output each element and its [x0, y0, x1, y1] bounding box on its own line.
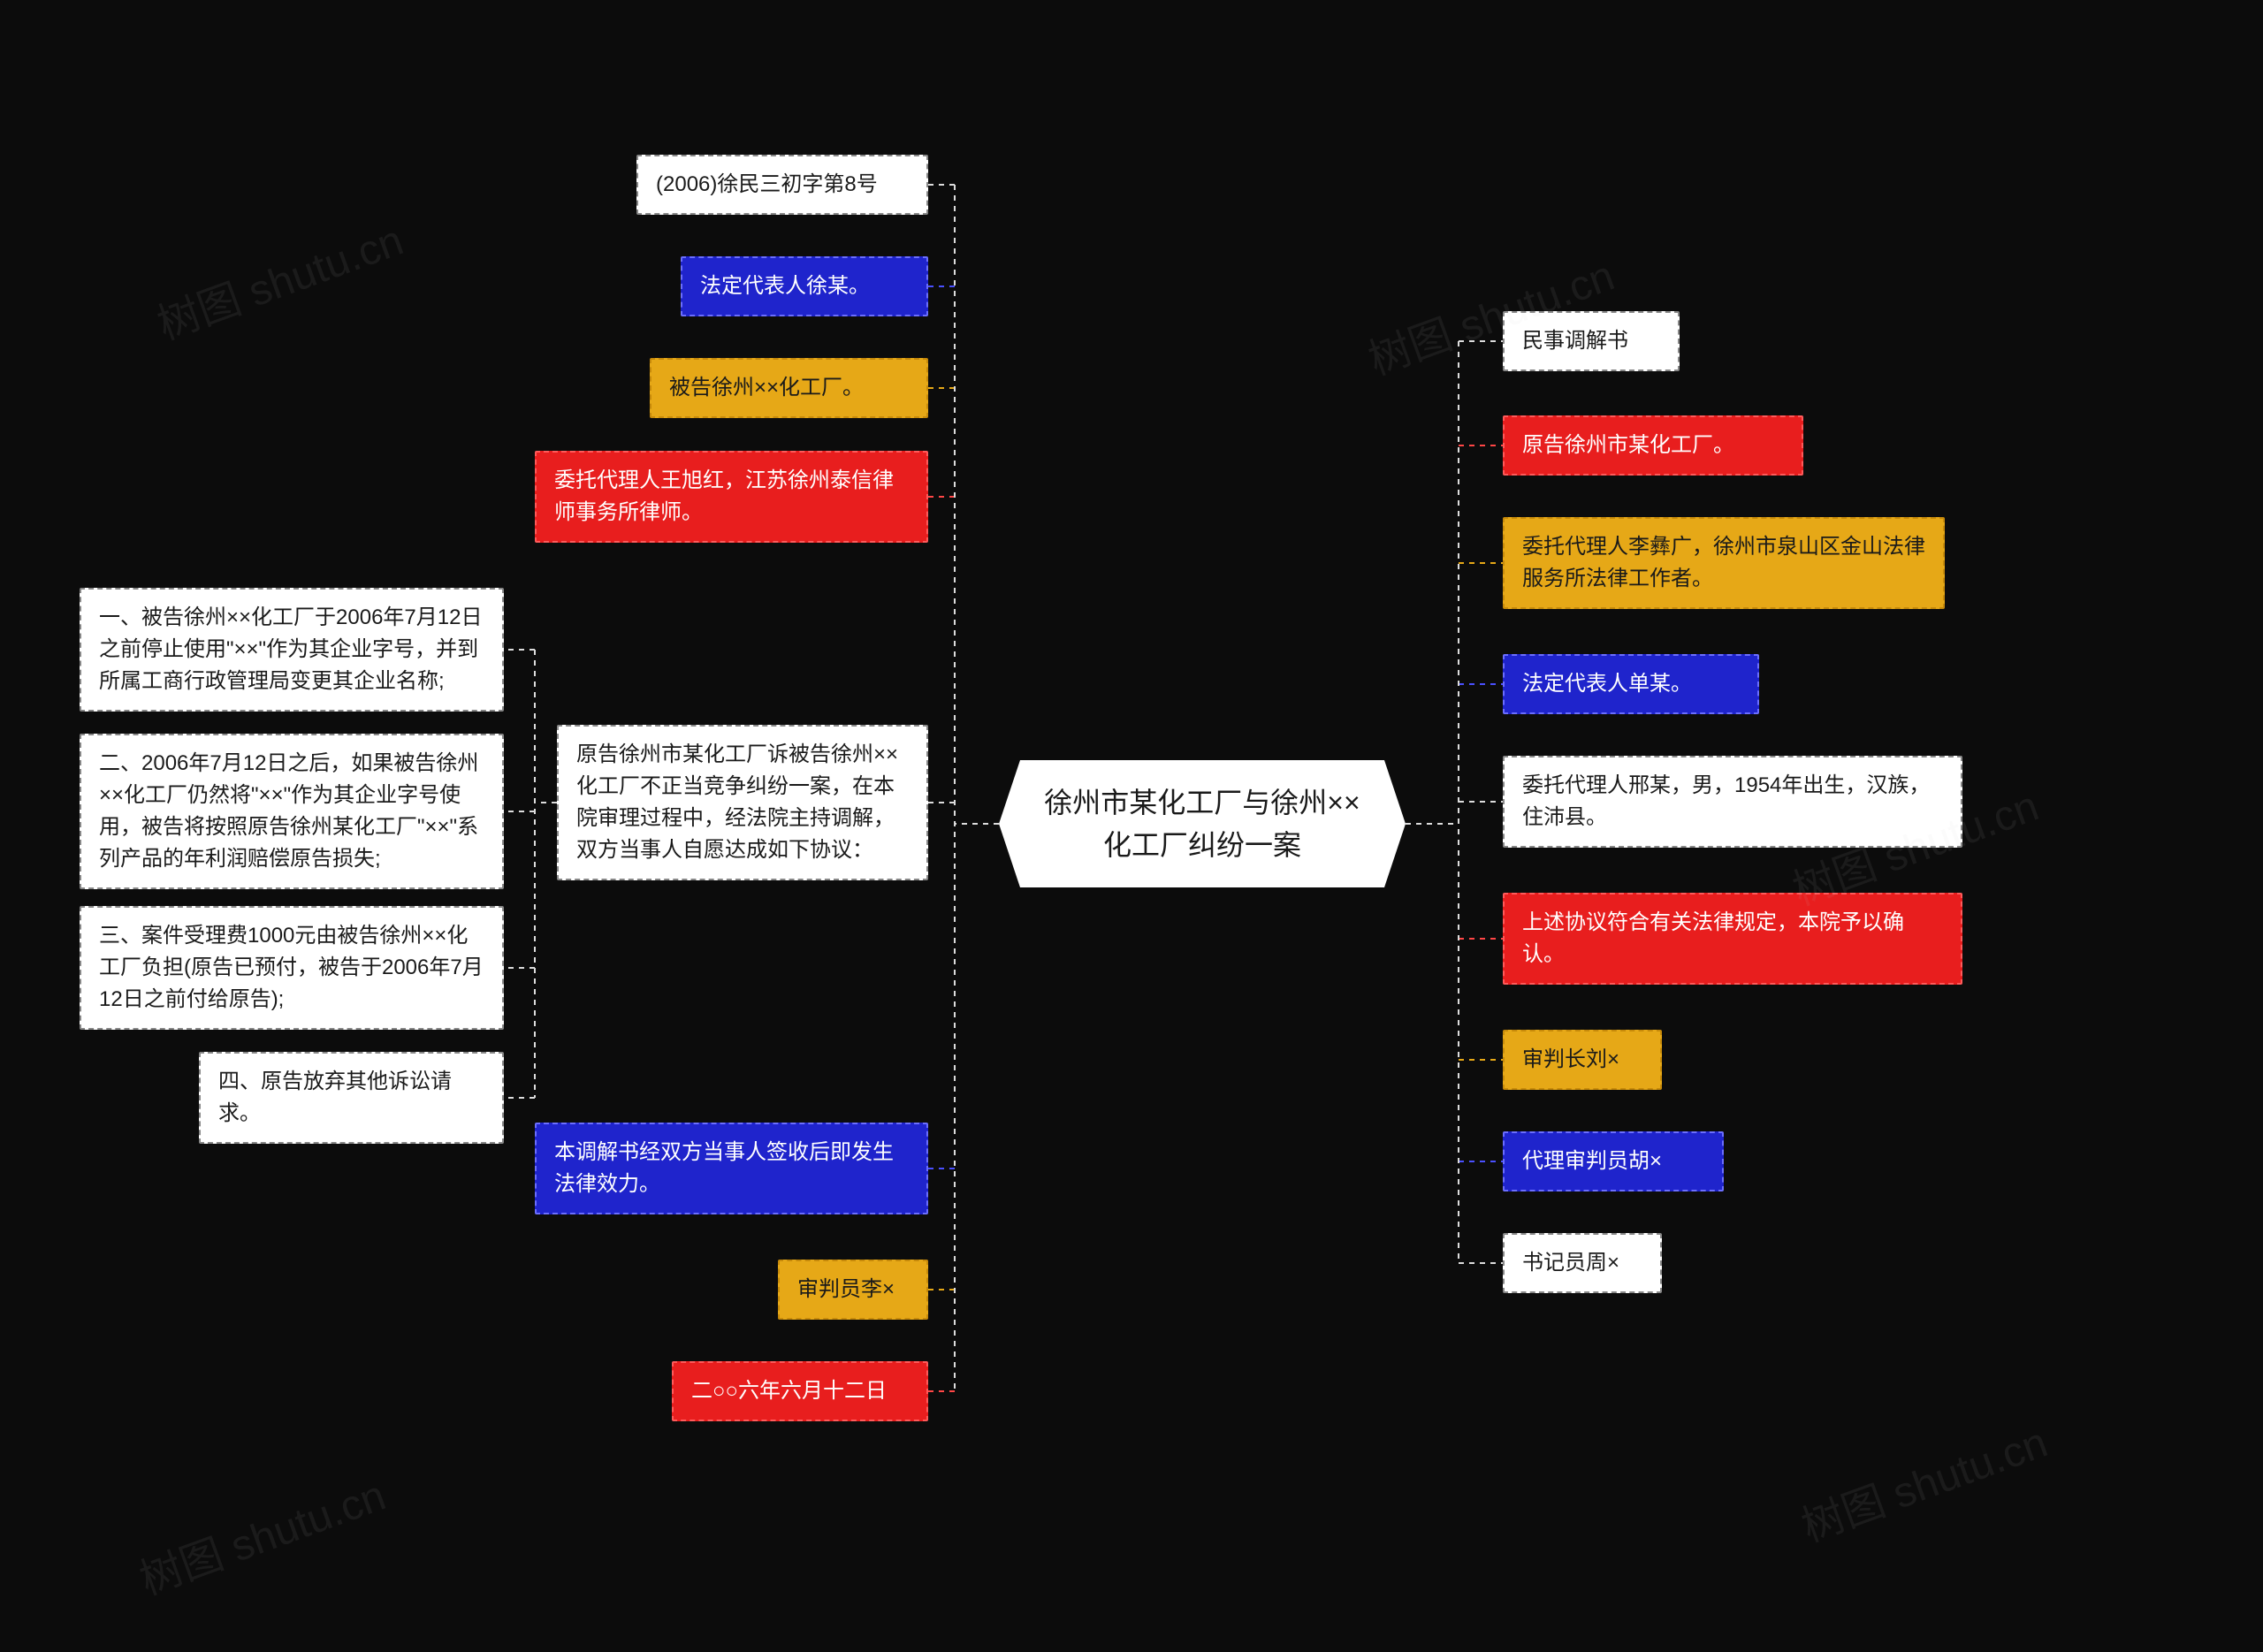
mindmap-node[interactable]: 原告徐州市某化工厂。 — [1503, 415, 1803, 476]
watermark: 树图 shutu.cn — [1792, 1407, 2054, 1553]
mindmap-node[interactable]: 审判长刘× — [1503, 1030, 1662, 1090]
mindmap-node[interactable]: 书记员周× — [1503, 1233, 1662, 1293]
mindmap-node[interactable]: 二、2006年7月12日之后，如果被告徐州××化工厂仍然将"××"作为其企业字号… — [80, 734, 504, 889]
mindmap-node[interactable]: 二○○六年六月十二日 — [672, 1361, 928, 1421]
mindmap-node[interactable]: 本调解书经双方当事人签收后即发生法律效力。 — [535, 1123, 928, 1214]
watermark: 树图 shutu.cn — [130, 1460, 392, 1606]
mindmap-node[interactable]: 一、被告徐州××化工厂于2006年7月12日之前停止使用"××"作为其企业字号，… — [80, 588, 504, 712]
root-node[interactable]: 徐州市某化工厂与徐州×× 化工厂纠纷一案 — [999, 760, 1406, 887]
mindmap-node[interactable]: 审判员李× — [778, 1260, 928, 1320]
mindmap-node[interactable]: 法定代表人单某。 — [1503, 654, 1759, 714]
mindmap-node[interactable]: 委托代理人李彝广，徐州市泉山区金山法律服务所法律工作者。 — [1503, 517, 1945, 609]
mindmap-node[interactable]: 委托代理人邢某，男，1954年出生，汉族，住沛县。 — [1503, 756, 1962, 848]
watermark: 树图 shutu.cn — [148, 205, 410, 351]
mindmap-node[interactable]: 民事调解书 — [1503, 311, 1680, 371]
mindmap-node[interactable]: 委托代理人王旭红，江苏徐州泰信律师事务所律师。 — [535, 451, 928, 543]
mindmap-node[interactable]: 上述协议符合有关法律规定，本院予以确认。 — [1503, 893, 1962, 985]
mindmap-node[interactable]: 原告徐州市某化工厂诉被告徐州××化工厂不正当竞争纠纷一案，在本院审理过程中，经法… — [557, 725, 928, 880]
mindmap-node[interactable]: 三、案件受理费1000元由被告徐州××化工厂负担(原告已预付，被告于2006年7… — [80, 906, 504, 1030]
mindmap-node[interactable]: 四、原告放弃其他诉讼请求。 — [199, 1052, 504, 1144]
mindmap-node[interactable]: (2006)徐民三初字第8号 — [636, 155, 928, 215]
mindmap-node[interactable]: 法定代表人徐某。 — [681, 256, 928, 316]
mindmap-node[interactable]: 代理审判员胡× — [1503, 1131, 1724, 1191]
mindmap-node[interactable]: 被告徐州××化工厂。 — [650, 358, 928, 418]
